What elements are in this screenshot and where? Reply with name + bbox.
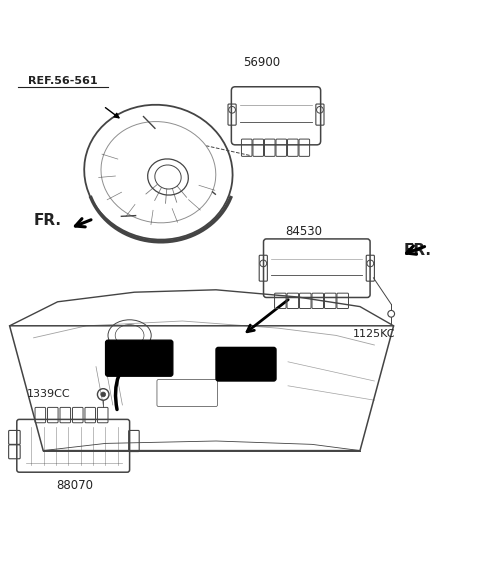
Circle shape — [101, 392, 106, 397]
Text: 84530: 84530 — [286, 225, 323, 238]
Text: FR.: FR. — [34, 213, 61, 227]
Text: 88070: 88070 — [56, 479, 93, 492]
Text: 1339CC: 1339CC — [26, 389, 70, 400]
Text: FR.: FR. — [403, 243, 431, 258]
FancyBboxPatch shape — [106, 340, 173, 376]
Text: 1125KC: 1125KC — [353, 329, 396, 339]
FancyBboxPatch shape — [216, 347, 276, 381]
Text: REF.56-561: REF.56-561 — [27, 76, 97, 86]
Text: 56900: 56900 — [243, 55, 280, 68]
